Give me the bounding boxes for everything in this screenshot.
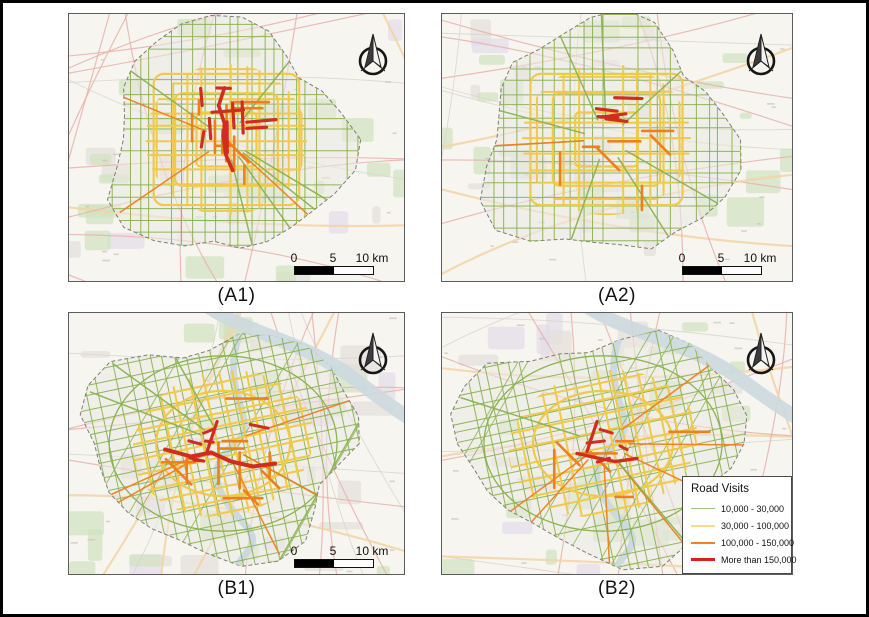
scale-label-end: 10 km [743,251,777,265]
map-image-a2 [442,14,792,281]
map-image-b1 [69,313,404,574]
scale-bar-rule [294,266,374,275]
legend-line-swatch-red [691,558,715,561]
panel-label-b1: (B1) [217,578,256,599]
scale-bar: 0 5 10 km [280,544,392,568]
map-image-a1 [69,14,404,281]
legend-item-label: 100,000 - 150,000 [721,537,795,548]
north-arrow-icon [356,32,390,76]
legend: Road Visits 10,000 - 30,000 30,000 - 100… [682,476,797,574]
legend-item: 10,000 - 30,000 [691,500,787,517]
north-arrow-icon [356,331,390,375]
panel-label-a2: (A2) [598,285,636,306]
map-panel-b1: 0 5 10 km [68,312,405,575]
legend-item-label: More than 150,000 [721,554,797,565]
panel-label-a1: (A1) [217,285,256,306]
legend-line-swatch-yellow [691,524,715,527]
panel-label-b2: (B2) [598,578,636,599]
scale-bar-rule [294,559,374,568]
map-image-b2 [442,313,792,574]
scale-label-end: 10 km [355,251,389,265]
scale-label-start: 0 [678,251,686,265]
legend-line-swatch-orange [691,541,715,544]
legend-item: More than 150,000 [691,551,797,568]
north-arrow-icon [744,331,778,375]
legend-item-label: 30,000 - 100,000 [721,520,790,531]
scale-bar-rule [682,266,762,275]
scale-label-start: 0 [290,544,298,558]
scale-bar: 0 5 10 km [668,251,780,275]
scale-label-mid: 5 [329,251,337,265]
legend-line-swatch-green [691,508,715,509]
legend-item-label: 10,000 - 30,000 [721,503,785,514]
scale-label-start: 0 [290,251,298,265]
legend-item: 100,000 - 150,000 [691,534,794,551]
scale-bar: 0 5 10 km [280,251,392,275]
scale-label-mid: 5 [717,251,725,265]
map-panel-a2: 0 5 10 km [441,13,793,282]
scale-label-mid: 5 [329,544,337,558]
scale-label-end: 10 km [355,544,389,558]
legend-title: Road Visits [691,483,749,495]
north-arrow-icon [744,32,778,76]
legend-item: 30,000 - 100,000 [691,517,790,534]
map-panel-a1: 0 5 10 km [68,13,405,282]
